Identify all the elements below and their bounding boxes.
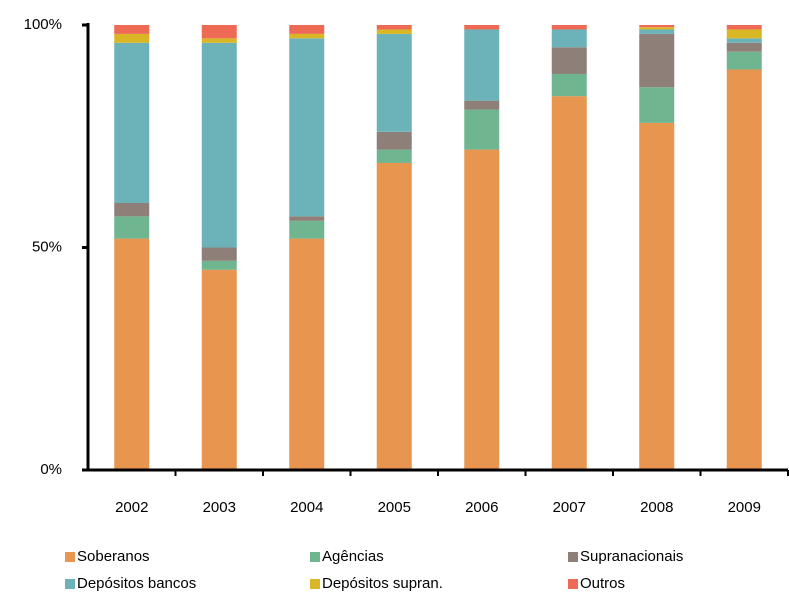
bar-segment: [201, 25, 237, 39]
bar-segment: [114, 216, 150, 239]
bar-segment: [289, 38, 325, 217]
bar-segment: [726, 51, 762, 70]
bar-segment: [114, 203, 150, 217]
bar-segment: [114, 42, 150, 203]
bar-segment: [551, 73, 587, 97]
y-tick-label: 100%: [24, 16, 62, 33]
x-tick-label: 2002: [115, 499, 148, 516]
x-tick-label: 2004: [290, 499, 323, 516]
bar-segment: [464, 100, 500, 110]
bar-segment: [289, 216, 325, 221]
bar-segment: [114, 33, 150, 43]
bar-segment: [551, 29, 587, 48]
bar-segment: [726, 25, 762, 30]
legend-swatch: [310, 579, 320, 589]
bar-segment: [114, 238, 150, 470]
x-tick-label: 2006: [465, 499, 498, 516]
bar-segment: [639, 25, 675, 28]
bar-segment: [289, 238, 325, 470]
legend-label: Outros: [580, 575, 625, 592]
legend-swatch: [65, 579, 75, 589]
legend-swatch: [568, 552, 578, 562]
legend-swatch: [65, 552, 75, 562]
bar-segment: [289, 33, 325, 39]
legend-label: Supranacionais: [580, 548, 683, 565]
bar-segment: [726, 42, 762, 52]
bar-segment: [639, 122, 675, 471]
legend-label: Depósitos supran.: [322, 575, 443, 592]
x-tick-label: 2003: [203, 499, 236, 516]
bar-segment: [376, 33, 412, 132]
x-tick-label: 2005: [378, 499, 411, 516]
bar-segment: [201, 247, 237, 261]
legend-swatch: [568, 579, 578, 589]
bar-segment: [201, 269, 237, 470]
bar-segment: [639, 33, 675, 88]
bar-segment: [464, 25, 500, 30]
bar-segment: [551, 96, 587, 470]
bar-segment: [726, 38, 762, 43]
legend-label: Agências: [322, 548, 384, 565]
bar-segment: [639, 29, 675, 34]
y-tick-label: 50%: [32, 238, 62, 255]
bar-segment: [201, 38, 237, 43]
x-tick-label: 2008: [640, 499, 673, 516]
bar-segment: [464, 29, 500, 101]
bar-segment: [726, 69, 762, 470]
bar-segment: [376, 162, 412, 470]
bar-segment: [376, 25, 412, 30]
bar-segment: [639, 27, 675, 30]
bar-segment: [551, 47, 587, 74]
legend-swatch: [310, 552, 320, 562]
bar-segment: [376, 29, 412, 34]
bar-segment: [464, 109, 500, 150]
bar-segment: [639, 87, 675, 123]
bar-segment: [114, 25, 150, 34]
bar-segment: [289, 220, 325, 239]
bar-segment: [726, 29, 762, 39]
bar-segment: [201, 260, 237, 270]
bar-segment: [376, 131, 412, 150]
x-tick-label: 2007: [553, 499, 586, 516]
legend-label: Depósitos bancos: [77, 575, 196, 592]
bar-segment: [464, 149, 500, 470]
x-tick-label: 2009: [728, 499, 761, 516]
bar-segment: [551, 25, 587, 30]
bar-segment: [289, 25, 325, 34]
y-tick-label: 0%: [40, 461, 62, 478]
bar-segment: [201, 42, 237, 248]
bar-segment: [376, 149, 412, 163]
legend-label: Soberanos: [77, 548, 150, 565]
